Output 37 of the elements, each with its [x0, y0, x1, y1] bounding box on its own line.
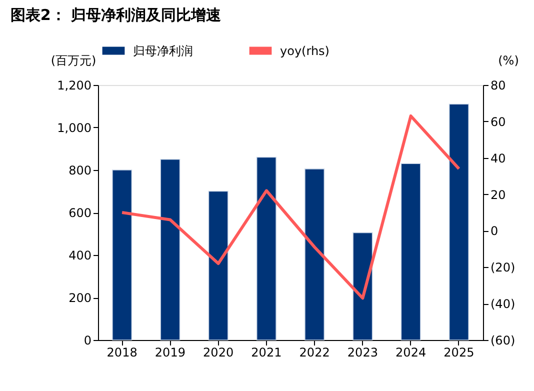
y2-tick-label: 80: [490, 78, 506, 92]
bar: [400, 163, 421, 340]
x-tick-label: 2019: [154, 346, 186, 360]
x-tick-label: 2024: [396, 346, 426, 360]
x-tick-label: 2021: [251, 346, 282, 360]
y2-tick-label: (40): [490, 297, 516, 312]
bar: [112, 170, 132, 340]
legend-label: yoy(rhs): [280, 44, 330, 58]
y-tick-label: 400: [68, 248, 92, 262]
chart-title: 图表2： 归母净利润及同比增速: [10, 6, 222, 24]
y-axis-title: (百万元): [50, 54, 96, 68]
bar: [256, 156, 276, 340]
bar: [160, 158, 180, 340]
y2-tick-label: 40: [490, 151, 506, 166]
y-tick-label: 0: [84, 334, 92, 348]
y2-tick-label: 60: [490, 114, 506, 129]
y-tick-label: 200: [68, 291, 92, 305]
y2-tick-label: (20): [490, 260, 516, 275]
x-tick-label: 2018: [106, 346, 138, 360]
bar: [304, 168, 325, 340]
y-tick-label: 1,000: [57, 121, 92, 135]
y-tick-label: 600: [68, 206, 92, 220]
legend-label: 归母净利润: [133, 44, 193, 58]
x-tick-label: 2022: [299, 346, 330, 360]
y-tick-label: 800: [68, 164, 92, 178]
x-tick-label: 2025: [444, 346, 474, 360]
y2-tick-label: 20: [490, 188, 506, 202]
y2-tick-label: (60): [490, 334, 516, 348]
bar: [352, 232, 373, 340]
line-series: [120, 114, 460, 300]
bar: [208, 190, 228, 340]
y2-axis-title: (%): [498, 54, 519, 68]
y2-tick-label: 0: [490, 224, 498, 238]
y-tick-label: 1,200: [57, 78, 92, 92]
bar: [448, 104, 469, 340]
x-tick-label: 2023: [347, 346, 378, 360]
x-tick-label: 2020: [203, 346, 234, 360]
